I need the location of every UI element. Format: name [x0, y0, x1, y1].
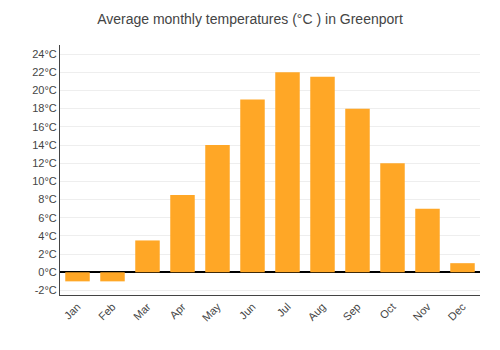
- svg-text:-2°C: -2°C: [35, 284, 57, 296]
- svg-text:Jan: Jan: [62, 301, 83, 322]
- svg-text:Apr: Apr: [167, 300, 188, 321]
- svg-text:18°C: 18°C: [32, 102, 57, 114]
- svg-text:16°C: 16°C: [32, 121, 57, 133]
- svg-text:Mar: Mar: [131, 300, 153, 322]
- svg-text:Oct: Oct: [377, 301, 398, 322]
- svg-text:4°C: 4°C: [38, 230, 57, 242]
- svg-text:Jun: Jun: [237, 301, 258, 322]
- svg-text:Sep: Sep: [340, 301, 362, 323]
- svg-text:May: May: [200, 300, 224, 324]
- svg-text:Average monthly temperatures (: Average monthly temperatures (°C ) in Gr…: [97, 11, 403, 27]
- svg-text:Nov: Nov: [410, 300, 433, 323]
- svg-text:0°C: 0°C: [38, 266, 57, 278]
- svg-text:20°C: 20°C: [32, 84, 57, 96]
- svg-text:Dec: Dec: [445, 300, 468, 323]
- svg-text:Aug: Aug: [305, 301, 327, 323]
- svg-text:2°C: 2°C: [38, 248, 57, 260]
- svg-text:6°C: 6°C: [38, 212, 57, 224]
- svg-text:22°C: 22°C: [32, 66, 57, 78]
- svg-text:Feb: Feb: [96, 301, 118, 323]
- svg-text:14°C: 14°C: [32, 139, 57, 151]
- svg-text:Jul: Jul: [274, 301, 292, 319]
- svg-text:24°C: 24°C: [32, 48, 57, 60]
- svg-text:10°C: 10°C: [32, 175, 57, 187]
- svg-text:12°C: 12°C: [32, 157, 57, 169]
- svg-text:8°C: 8°C: [38, 193, 57, 205]
